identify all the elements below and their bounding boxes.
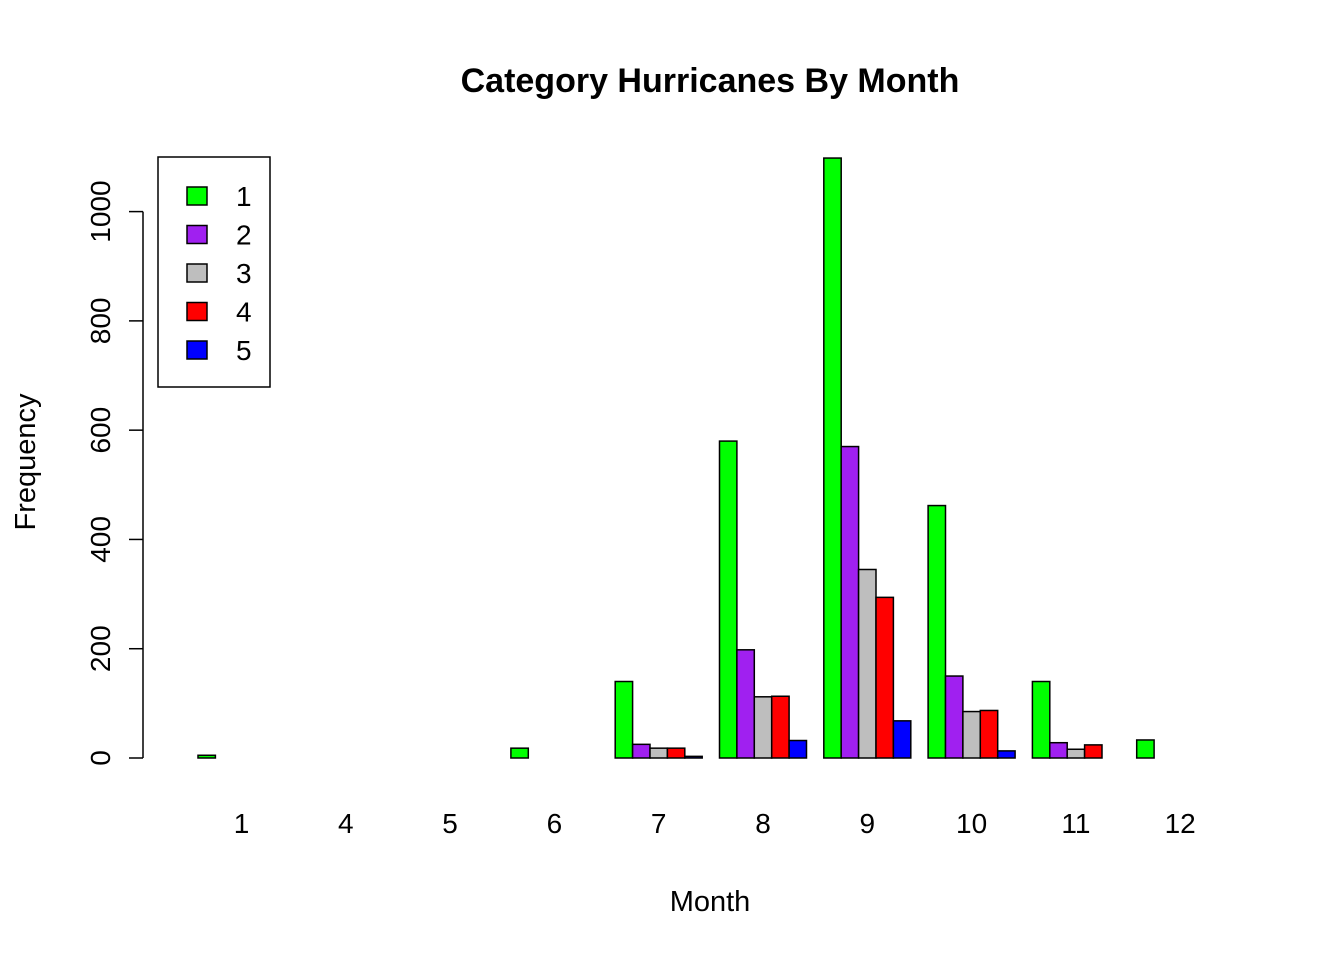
bar-month-9-category-3 [857, 568, 877, 759]
legend-label-2: 2 [236, 220, 252, 251]
bar-month-7-category-4 [666, 747, 686, 759]
bar-month-11-category-3 [1066, 748, 1086, 759]
bar-month-7-category-1 [614, 680, 634, 759]
legend-swatch-4 [186, 301, 208, 322]
x-tick-label: 12 [1165, 808, 1196, 839]
y-tick-label: 1000 [85, 180, 116, 242]
bar-month-10-category-2 [944, 675, 964, 759]
bar-month-9-category-1 [823, 157, 842, 759]
legend-label-3: 3 [236, 258, 252, 289]
bar-month-10-category-4 [979, 709, 999, 759]
legend-box [157, 156, 271, 388]
bar-month-9-category-5 [892, 720, 912, 759]
bar-month-10-category-3 [962, 710, 982, 759]
bar-month-8-category-4 [770, 695, 790, 759]
y-tick-label: 400 [85, 516, 116, 563]
legend-label-1: 1 [236, 181, 252, 212]
bar-month-11-category-1 [1031, 680, 1051, 759]
bar-month-1-category-1 [197, 754, 217, 759]
y-axis: 0 200 400 600 800 1000 [85, 180, 144, 766]
y-tick-label: 800 [85, 298, 116, 345]
legend-swatch-3 [186, 263, 208, 283]
x-tick-label: 8 [755, 808, 771, 839]
bar-month-8-category-1 [718, 440, 738, 759]
x-tick-labels: 1 4 5 6 7 8 9 10 11 12 [234, 808, 1196, 839]
x-tick-label: 7 [651, 808, 667, 839]
bar-month-11-category-4 [1083, 744, 1103, 759]
legend-swatch-2 [186, 224, 208, 245]
bar-month-6-category-1 [510, 747, 530, 759]
legend-swatch-1 [186, 186, 208, 206]
y-tick-label: 0 [85, 750, 116, 766]
bar-month-8-category-3 [753, 696, 773, 759]
x-tick-label: 6 [547, 808, 563, 839]
bar-month-8-category-5 [788, 739, 808, 759]
legend-swatch-5 [186, 340, 208, 360]
bar-month-9-category-4 [875, 596, 895, 759]
bars-group [197, 157, 1155, 759]
chart-title: Category Hurricanes By Month [461, 62, 960, 100]
bar-month-12-category-1 [1135, 739, 1155, 759]
x-tick-label: 5 [442, 808, 458, 839]
bar-month-10-category-1 [927, 504, 947, 759]
y-tick-label: 600 [85, 407, 116, 454]
bar-month-11-category-2 [1049, 741, 1068, 759]
x-tick-label: 1 [234, 808, 250, 839]
legend-label-4: 4 [236, 297, 252, 328]
x-axis-label: Month [670, 886, 751, 918]
y-axis-label: Frequency [10, 393, 42, 531]
x-tick-label: 10 [956, 808, 987, 839]
bar-month-10-category-5 [996, 750, 1016, 759]
bar-month-7-category-5 [684, 755, 703, 759]
bar-month-8-category-2 [736, 649, 756, 759]
bar-month-7-category-3 [649, 747, 669, 759]
bar-month-7-category-2 [631, 743, 651, 759]
legend: 1 2 3 4 5 [157, 156, 271, 388]
x-tick-label: 4 [338, 808, 354, 839]
x-tick-label: 11 [1061, 808, 1090, 839]
bar-month-9-category-2 [840, 445, 860, 759]
x-tick-label: 9 [860, 808, 876, 839]
legend-label-5: 5 [236, 335, 252, 366]
y-tick-label: 200 [85, 625, 116, 672]
